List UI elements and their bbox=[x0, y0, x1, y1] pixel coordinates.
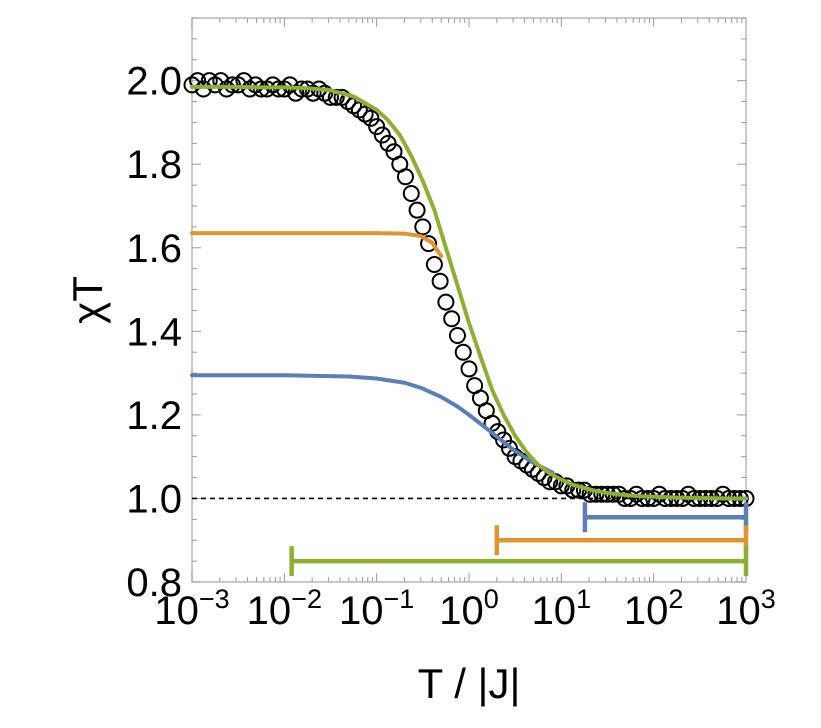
data-point bbox=[581, 485, 599, 503]
data-point bbox=[420, 235, 438, 253]
data-point bbox=[500, 439, 518, 457]
data-point bbox=[616, 489, 634, 507]
data-point bbox=[431, 272, 449, 290]
data-point bbox=[443, 310, 461, 328]
x-tick-label: 10−1 bbox=[339, 584, 414, 633]
y-tick-label: 1.2 bbox=[126, 394, 182, 438]
data-point bbox=[281, 76, 299, 94]
series-group bbox=[183, 72, 755, 507]
y-axis-title: χT bbox=[64, 276, 111, 324]
y-tick-label: 0.8 bbox=[126, 561, 182, 605]
x-tick-label: 102 bbox=[624, 584, 684, 633]
orange-curve bbox=[190, 231, 444, 259]
tick-labels: 0.8 1.0 1.2 1.4 1.6 1.8 2.0 10−3 10−2 10−1 100 101 1… bbox=[126, 60, 775, 633]
data-point bbox=[402, 184, 420, 202]
x-tick-label: 10−2 bbox=[247, 584, 322, 633]
data-point bbox=[448, 327, 466, 345]
data-point bbox=[425, 255, 443, 273]
y-tick-label: 1.8 bbox=[126, 143, 182, 187]
data-point bbox=[414, 218, 432, 236]
data-point bbox=[368, 118, 386, 136]
x-tick-label: 103 bbox=[716, 584, 776, 633]
data-point bbox=[373, 126, 391, 144]
data-point bbox=[396, 168, 414, 186]
y-tick-label: 2.0 bbox=[126, 60, 182, 104]
range-bars-group bbox=[289, 502, 749, 577]
data-point bbox=[194, 80, 212, 98]
data-point bbox=[223, 76, 241, 94]
data-point bbox=[454, 343, 472, 361]
data-point bbox=[362, 109, 380, 127]
y-tick-label: 1.0 bbox=[126, 477, 182, 521]
data-point bbox=[460, 360, 478, 378]
blue-curve bbox=[190, 373, 555, 475]
data-point bbox=[437, 293, 455, 311]
x-tick-label: 101 bbox=[532, 584, 592, 633]
x-tick-label: 10−3 bbox=[154, 584, 229, 633]
y-tick-label: 1.6 bbox=[126, 227, 182, 271]
x-axis-title: T / |J| bbox=[418, 660, 521, 707]
data-point bbox=[408, 201, 426, 219]
data-point bbox=[495, 431, 513, 449]
x-tick-label: 100 bbox=[439, 584, 499, 633]
green-curve bbox=[190, 84, 748, 501]
data-point bbox=[379, 134, 397, 152]
y-tick-label: 1.4 bbox=[126, 310, 182, 354]
